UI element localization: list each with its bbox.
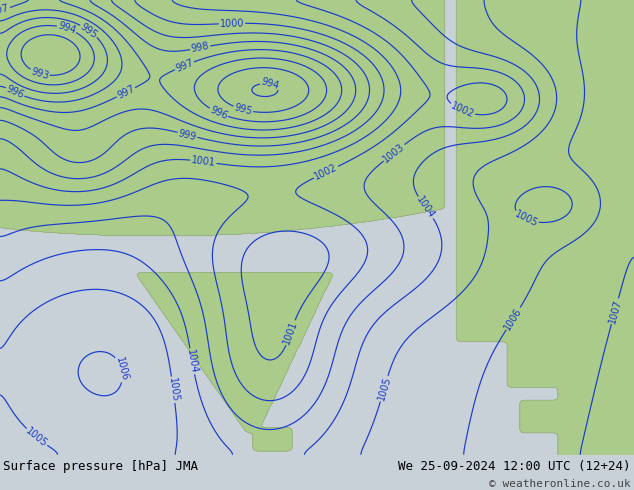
Text: 996: 996	[4, 84, 25, 100]
Text: 1000: 1000	[219, 18, 244, 29]
Text: 995: 995	[79, 21, 100, 40]
Text: 1003: 1003	[381, 141, 407, 164]
Text: 996: 996	[208, 104, 229, 121]
Text: 997: 997	[0, 3, 10, 17]
Text: We 25-09-2024 12:00 UTC (12+24): We 25-09-2024 12:00 UTC (12+24)	[398, 460, 631, 472]
Text: © weatheronline.co.uk: © weatheronline.co.uk	[489, 479, 631, 489]
Text: 1002: 1002	[313, 162, 339, 182]
Text: 1005: 1005	[513, 209, 539, 229]
Text: 1004: 1004	[185, 348, 199, 374]
Text: Surface pressure [hPa] JMA: Surface pressure [hPa] JMA	[3, 460, 198, 472]
Text: 994: 994	[260, 77, 280, 92]
Text: 993: 993	[29, 66, 50, 81]
Text: 1005: 1005	[24, 426, 49, 449]
Text: 1007: 1007	[607, 298, 623, 324]
Text: 1005: 1005	[167, 377, 180, 403]
Text: 994: 994	[56, 21, 77, 36]
Text: 1005: 1005	[376, 375, 392, 402]
Text: 1001: 1001	[281, 319, 299, 346]
Text: 997: 997	[174, 57, 195, 74]
Text: 1004: 1004	[415, 195, 437, 220]
Text: 995: 995	[233, 102, 254, 117]
Text: 1006: 1006	[113, 356, 129, 382]
Text: 997: 997	[115, 84, 136, 101]
Text: 998: 998	[190, 41, 210, 54]
Text: 999: 999	[178, 128, 198, 142]
Text: 1002: 1002	[449, 101, 476, 120]
Text: 1001: 1001	[191, 155, 216, 168]
Text: 1006: 1006	[503, 306, 524, 332]
